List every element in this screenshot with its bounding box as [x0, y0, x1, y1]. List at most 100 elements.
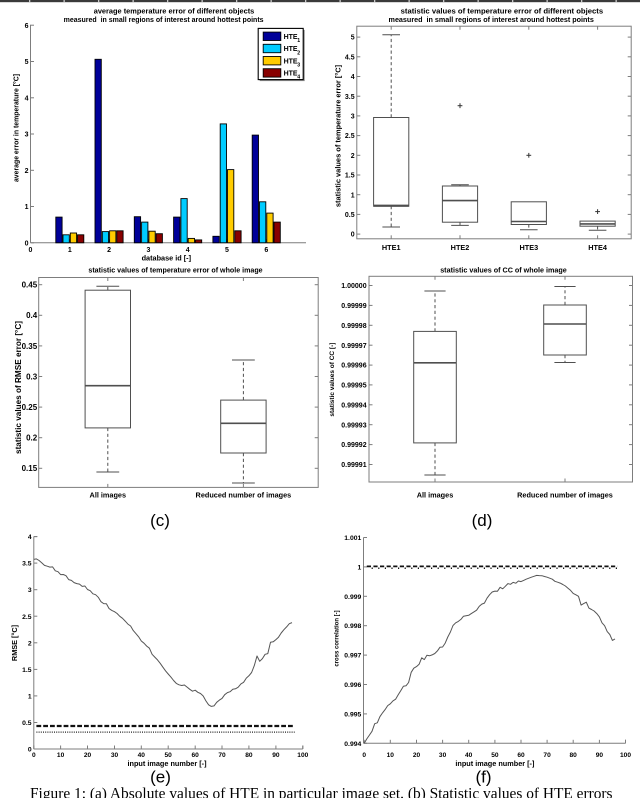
svg-text:0.99999: 0.99999 [341, 303, 366, 310]
svg-text:input image number [-]: input image number [-] [455, 759, 535, 768]
svg-text:HTE: HTE [284, 58, 298, 65]
svg-text:0.5: 0.5 [22, 720, 32, 727]
svg-text:70: 70 [218, 752, 226, 759]
svg-text:3.5: 3.5 [22, 561, 32, 568]
svg-text:0.99994: 0.99994 [341, 402, 366, 409]
svg-text:100: 100 [297, 752, 308, 759]
svg-text:0.998: 0.998 [344, 623, 361, 630]
svg-text:80: 80 [245, 752, 253, 759]
svg-text:60: 60 [192, 752, 200, 759]
svg-text:0.25: 0.25 [22, 403, 38, 412]
svg-text:1: 1 [28, 693, 32, 700]
svg-text:40: 40 [465, 752, 473, 759]
svg-text:statistic values of RMSE error: statistic values of RMSE error [°C] [14, 321, 23, 454]
svg-text:20: 20 [413, 752, 421, 759]
svg-text:70: 70 [543, 752, 551, 759]
svg-text:0.997: 0.997 [344, 653, 361, 660]
svg-text:90: 90 [596, 752, 604, 759]
svg-text:0.99996: 0.99996 [341, 363, 366, 370]
svg-text:0.99992: 0.99992 [341, 442, 366, 449]
svg-text:30: 30 [439, 752, 447, 759]
svg-text:HTE1: HTE1 [382, 243, 401, 252]
svg-text:2: 2 [107, 247, 111, 254]
svg-text:0: 0 [25, 240, 29, 247]
svg-text:1.001: 1.001 [344, 535, 361, 542]
svg-text:2.5: 2.5 [345, 133, 355, 140]
svg-text:6: 6 [25, 23, 29, 30]
svg-text:3: 3 [146, 247, 150, 254]
svg-text:(f): (f) [475, 768, 491, 787]
svg-text:0.3: 0.3 [26, 372, 38, 381]
svg-text:0.4: 0.4 [26, 311, 38, 320]
svg-text:3: 3 [351, 114, 355, 121]
svg-text:average error in temperature [: average error in temperature [°C] [13, 74, 21, 182]
svg-text:HTE: HTE [284, 71, 298, 78]
svg-text:statistic values of temperatur: statistic values of temperature error of… [88, 266, 262, 274]
svg-text:Reduced number of images: Reduced number of images [196, 490, 292, 499]
svg-text:statistic values of CC of whol: statistic values of CC of whole image [440, 265, 567, 274]
svg-text:0.15: 0.15 [22, 464, 38, 473]
svg-text:0.99997: 0.99997 [341, 343, 366, 350]
svg-text:20: 20 [84, 752, 92, 759]
svg-text:3: 3 [297, 63, 300, 69]
svg-text:HTE: HTE [284, 34, 298, 41]
svg-text:5: 5 [25, 59, 29, 66]
svg-text:statistic values of temperatur: statistic values of temperature error [°… [334, 64, 343, 207]
svg-text:40: 40 [138, 752, 146, 759]
svg-text:Figure 1: (a) Absolute values: Figure 1: (a) Absolute values of HTE in … [30, 786, 613, 799]
svg-text:(c): (c) [150, 511, 170, 530]
svg-text:60: 60 [517, 752, 525, 759]
svg-text:1.00000: 1.00000 [341, 283, 366, 290]
svg-text:(e): (e) [150, 768, 171, 787]
svg-text:0.999: 0.999 [344, 594, 361, 601]
svg-text:0.996: 0.996 [344, 682, 361, 689]
svg-text:0.99993: 0.99993 [341, 422, 366, 429]
svg-text:1: 1 [297, 38, 300, 44]
svg-text:0.5: 0.5 [345, 212, 355, 219]
svg-text:HTE3: HTE3 [519, 243, 538, 252]
svg-text:RMSE [°C]: RMSE [°C] [10, 624, 19, 661]
svg-text:5: 5 [225, 247, 229, 254]
svg-text:All images: All images [417, 490, 454, 499]
svg-text:measured in small regions of: measured in small regions of interest ar… [389, 15, 594, 24]
svg-text:5: 5 [351, 35, 355, 42]
svg-text:0.2: 0.2 [26, 434, 38, 443]
svg-text:4.5: 4.5 [345, 54, 355, 61]
svg-text:0.35: 0.35 [22, 342, 38, 351]
svg-text:1: 1 [68, 247, 72, 254]
svg-text:HTE4: HTE4 [588, 243, 608, 252]
svg-text:0: 0 [351, 232, 355, 239]
svg-text:4: 4 [28, 534, 32, 541]
svg-text:2: 2 [351, 153, 355, 160]
svg-text:0: 0 [28, 747, 32, 754]
svg-text:HTE: HTE [284, 46, 298, 53]
svg-text:0.99991: 0.99991 [341, 462, 366, 469]
svg-text:2: 2 [28, 640, 32, 647]
svg-text:statistic values of temperatur: statistic values of temperature error of… [401, 7, 604, 16]
svg-text:(d): (d) [472, 511, 493, 530]
svg-text:3: 3 [28, 587, 32, 594]
svg-text:0: 0 [32, 752, 36, 759]
svg-text:average temperature error of d: average temperature error of different o… [94, 7, 255, 16]
svg-text:4: 4 [297, 75, 300, 81]
svg-text:1.5: 1.5 [22, 667, 32, 674]
svg-text:statistic values of CC [-]: statistic values of CC [-] [329, 343, 336, 417]
svg-text:4: 4 [351, 74, 355, 81]
svg-text:0: 0 [29, 247, 33, 254]
svg-text:1.5: 1.5 [345, 173, 355, 180]
svg-text:3: 3 [25, 132, 29, 139]
svg-text:2.5: 2.5 [22, 614, 32, 621]
svg-text:database id [-]: database id [-] [142, 253, 192, 262]
svg-text:1: 1 [25, 204, 29, 211]
svg-text:6: 6 [264, 247, 268, 254]
svg-text:10: 10 [57, 752, 65, 759]
svg-text:50: 50 [165, 752, 173, 759]
svg-text:0.994: 0.994 [344, 741, 361, 748]
svg-text:2: 2 [25, 168, 29, 175]
svg-text:4: 4 [25, 95, 29, 102]
svg-text:30: 30 [111, 752, 119, 759]
svg-text:Reduced number of images: Reduced number of images [517, 490, 613, 499]
svg-text:10: 10 [387, 752, 395, 759]
svg-text:0.99998: 0.99998 [341, 323, 366, 330]
svg-text:0.99995: 0.99995 [341, 383, 366, 390]
